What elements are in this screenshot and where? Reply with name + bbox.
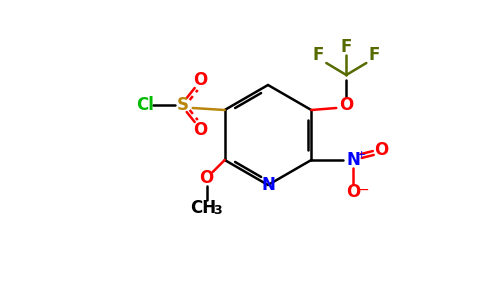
Text: S: S: [177, 96, 189, 114]
Text: O: O: [374, 141, 389, 159]
Text: F: F: [369, 46, 380, 64]
Text: O: O: [339, 96, 353, 114]
Text: N: N: [347, 151, 360, 169]
Text: −: −: [358, 183, 369, 197]
Text: F: F: [313, 46, 324, 64]
Text: +: +: [357, 150, 366, 160]
Text: O: O: [194, 71, 208, 89]
Text: 3: 3: [213, 205, 222, 218]
Text: Cl: Cl: [136, 96, 153, 114]
Text: O: O: [199, 169, 214, 187]
Text: O: O: [194, 121, 208, 139]
Text: N: N: [261, 176, 275, 194]
Text: CH: CH: [190, 199, 216, 217]
Text: F: F: [341, 38, 352, 56]
Text: O: O: [346, 183, 361, 201]
